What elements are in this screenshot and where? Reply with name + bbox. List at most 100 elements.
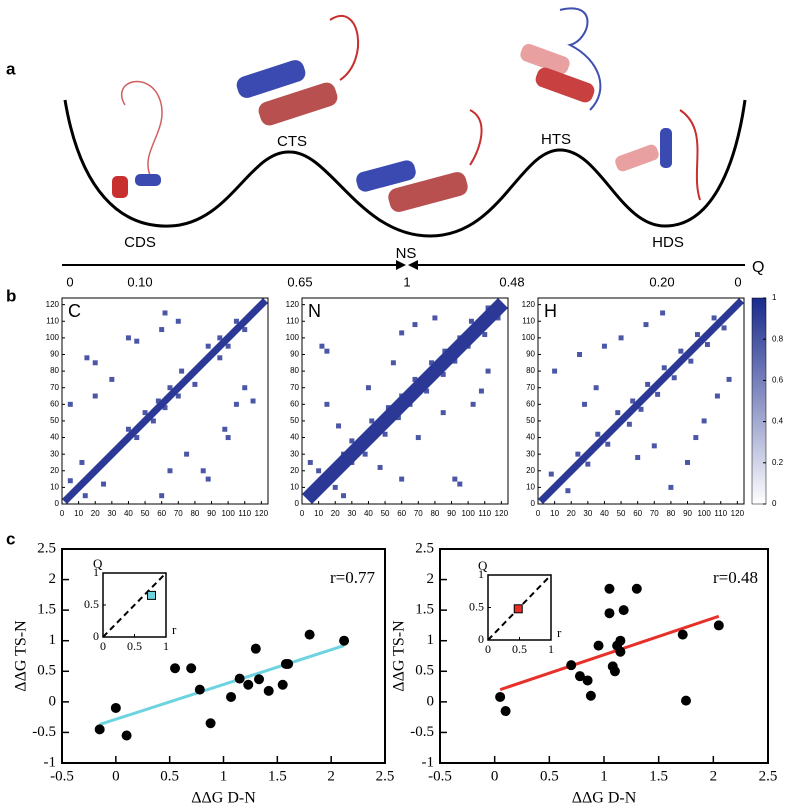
point xyxy=(604,608,615,619)
contact xyxy=(407,401,413,407)
x-tick-label: 2 xyxy=(327,768,335,784)
contact xyxy=(319,343,325,349)
contact xyxy=(162,310,168,316)
inset-y-label: Q xyxy=(93,556,103,571)
contact xyxy=(582,401,588,407)
y-tick-label: 90 xyxy=(290,350,299,359)
contact xyxy=(109,376,115,382)
x-axis-label: ΔΔG D-N xyxy=(572,790,637,807)
point xyxy=(495,691,506,702)
y-tick-label: 100 xyxy=(286,333,300,342)
y-tick-label: 120 xyxy=(522,300,536,309)
y-tick-label: 0.5 xyxy=(37,663,56,679)
x-tick-label: 0.5 xyxy=(540,768,559,784)
contact xyxy=(179,368,185,374)
contact xyxy=(125,426,131,432)
y-tick-label: 40 xyxy=(526,433,535,442)
x-tick-label: 70 xyxy=(650,509,659,518)
x-tick-label: 10 xyxy=(74,509,83,518)
contact xyxy=(92,360,98,366)
point xyxy=(339,635,350,646)
q-tick-label: 0.10 xyxy=(127,274,152,289)
y-tick-label: 60 xyxy=(290,399,299,408)
contact xyxy=(150,418,156,424)
annotation: r=0.48 xyxy=(713,568,758,587)
x-tick-label: 0 xyxy=(300,509,305,518)
contact xyxy=(365,385,371,391)
contact xyxy=(242,385,248,391)
contact xyxy=(595,431,601,437)
y-tick-label: 10 xyxy=(290,482,299,491)
point xyxy=(283,658,294,669)
y-tick-label: 120 xyxy=(46,300,60,309)
x-tick-label: 50 xyxy=(381,509,390,518)
x-tick-label: 20 xyxy=(331,509,340,518)
x-tick-label: 10 xyxy=(550,509,559,518)
contact xyxy=(440,371,446,377)
x-tick-label: 60 xyxy=(397,509,406,518)
point xyxy=(254,674,265,685)
contact xyxy=(162,405,168,411)
colorbar-tick-label: 0 xyxy=(772,499,777,508)
y-tick-label: 2.5 xyxy=(415,540,434,556)
protein-helix xyxy=(520,43,570,75)
x-tick-label: 70 xyxy=(414,509,423,518)
contact xyxy=(577,351,583,357)
protein-coil xyxy=(121,80,163,176)
point xyxy=(593,640,604,651)
y-tick-label: 0 xyxy=(49,693,57,709)
y-tick-label: 0 xyxy=(55,499,60,508)
x-tick-label: 0.5 xyxy=(160,768,179,784)
y-tick-label: -1 xyxy=(44,754,57,770)
colorbar-tick-label: 0.8 xyxy=(772,334,784,343)
point xyxy=(94,724,105,735)
contact xyxy=(205,343,211,349)
map-label: N xyxy=(308,301,321,321)
protein-helix xyxy=(388,172,468,212)
y-axis-label: ΔΔG TS-N xyxy=(13,620,30,692)
state-label: NS xyxy=(396,245,417,262)
protein-helix xyxy=(236,60,306,98)
point xyxy=(243,679,254,690)
y-tick-label: 20 xyxy=(290,466,299,475)
inset-x-tick-label: 0.5 xyxy=(127,639,142,653)
x-tick-label: 40 xyxy=(600,509,609,518)
colorbar-tick-label: 1 xyxy=(772,293,777,302)
contact xyxy=(465,343,471,349)
q-tick-label: 1 xyxy=(403,274,410,289)
point xyxy=(681,695,691,706)
inset-x-tick-label: 0 xyxy=(100,639,106,653)
contact xyxy=(362,451,368,457)
x-tick-label: 80 xyxy=(190,509,199,518)
y-tick-label: 80 xyxy=(526,366,535,375)
contact xyxy=(685,459,691,465)
inset-point xyxy=(147,590,157,600)
y-tick-label: 70 xyxy=(526,383,535,392)
x-tick-label: 100 xyxy=(697,509,711,518)
point xyxy=(609,666,620,677)
x-tick-label: 120 xyxy=(731,509,745,518)
y-tick-label: 120 xyxy=(286,300,300,309)
y-tick-label: 1 xyxy=(49,632,57,648)
diagonal-band xyxy=(62,298,268,504)
y-tick-label: 2.5 xyxy=(37,540,56,556)
contact xyxy=(233,401,239,407)
contact xyxy=(412,322,418,328)
contact xyxy=(668,484,674,490)
inset-x-tick-label: 1 xyxy=(548,642,554,656)
colorbar-tick-label: 0.2 xyxy=(772,458,784,467)
q-tick-label: 0.48 xyxy=(499,274,524,289)
x-tick-label: 110 xyxy=(714,509,727,518)
contact xyxy=(457,481,463,487)
point xyxy=(604,583,615,594)
x-tick-label: 0 xyxy=(491,768,499,784)
y-tick-label: 30 xyxy=(50,449,59,458)
y-tick-label: 30 xyxy=(290,449,299,458)
x-tick-label: -0.5 xyxy=(428,768,452,784)
y-tick-label: 80 xyxy=(290,366,299,375)
x-tick-label: 100 xyxy=(221,509,235,518)
point xyxy=(186,663,197,674)
x-tick-label: 2.5 xyxy=(376,768,395,784)
y-tick-label: 0.5 xyxy=(415,663,434,679)
